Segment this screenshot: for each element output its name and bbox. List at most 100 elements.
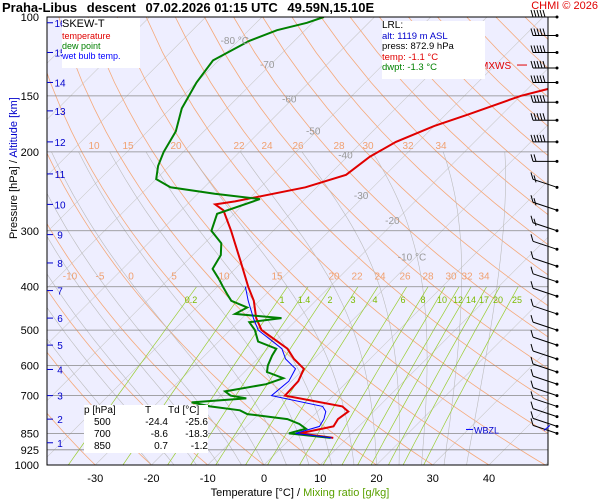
mixing-ratio-label: 4	[372, 295, 377, 305]
mixing-ratio-label: 17	[479, 295, 489, 305]
mixing-ratio-label: 6	[400, 295, 405, 305]
lrl-pressure: press: 872.9 hPa	[382, 41, 454, 52]
pressure-tick-label: 300	[21, 226, 39, 238]
wind-barb-feather	[530, 95, 534, 103]
summary-cell: -8.6	[150, 429, 168, 440]
dry-adiabat-line	[320, 17, 548, 246]
wind-barb-feather	[533, 75, 537, 83]
wind-barb-feather	[530, 391, 534, 399]
summary-header-pressure: p [hPa]	[84, 405, 116, 416]
wind-barb-feather	[542, 134, 546, 143]
station-coordinates: 49.59N,15.10E	[287, 0, 375, 15]
wind-barb-feather	[533, 28, 537, 36]
wind-barb-feather	[542, 75, 546, 83]
x-tick-label: -10	[200, 473, 216, 485]
summary-cell: -25.6	[185, 417, 208, 428]
wind-barb-feather	[542, 28, 546, 36]
wetbulb-profile	[244, 286, 332, 439]
summary-cell: 850	[94, 441, 111, 452]
y-axis-label-separator: /	[8, 160, 20, 164]
isotherm-line	[47, 17, 431, 402]
wind-barb-shaft	[532, 178, 558, 188]
summary-cell: 700	[94, 429, 111, 440]
isotherm-line	[432, 349, 548, 465]
pressure-tick-label: 1000	[15, 460, 39, 472]
wind-barb-feather	[530, 251, 534, 259]
altitude-tick-label: 11	[55, 170, 66, 181]
dry-adiabat-line	[145, 17, 548, 434]
table-row: 700 -8.6 -18.3	[84, 429, 208, 441]
wind-barb-feather	[530, 298, 534, 307]
wind-barb-feather	[530, 60, 534, 69]
station-name: Praha-Libus	[2, 0, 78, 15]
wind-barb-feather	[539, 113, 543, 121]
wind-barb-feather	[530, 356, 534, 365]
isotherm-line	[320, 236, 548, 465]
wind-barb-feather	[530, 45, 534, 53]
altitude-tick-label: 15	[54, 48, 66, 59]
altitude-tick-label: 6	[57, 314, 63, 325]
theta-label-lower: 15	[271, 271, 283, 282]
legend-title: SKEW-T	[62, 18, 105, 30]
wind-barb-shaft	[532, 257, 558, 267]
wind-barb-shaft	[532, 363, 558, 373]
wind-barb-feather	[530, 401, 534, 409]
wind-barb-feather	[533, 198, 537, 206]
altitude-tick-label: 3	[57, 392, 63, 403]
pressure-tick-label: 100	[21, 12, 39, 24]
theta-label-lower: 30	[445, 271, 457, 282]
wind-barb-shaft	[532, 350, 558, 360]
mixing-ratio-label: 20	[493, 295, 503, 305]
isotherm-line	[207, 124, 548, 465]
wind-barb-shaft	[532, 201, 558, 211]
theta-label-lower: 20	[328, 271, 340, 282]
mixing-ratio-label: 12	[453, 295, 463, 305]
summary-header-dewpoint: Td [°C]	[168, 405, 200, 416]
wind-barb-feather	[530, 418, 534, 426]
x-tick-label: 30	[427, 473, 439, 485]
lrl-altitude: alt: 1119 m ASL	[382, 30, 448, 42]
theta-label-upper: 34	[435, 141, 447, 152]
dry-adiabat-line	[554, 17, 600, 465]
x-axis-label-temperature: Temperature [°C]	[210, 487, 294, 499]
wind-barb-feather	[530, 172, 534, 180]
altitude-tick-label: 4	[57, 365, 63, 376]
wind-barb-feather	[536, 28, 540, 36]
mixing-ratio-label: 14	[466, 295, 476, 305]
altitude-tick-label: 7	[57, 287, 63, 298]
wind-barb-shaft	[532, 387, 558, 397]
pressure-tick-label: 925	[21, 445, 39, 457]
wind-barb-feather	[536, 60, 540, 69]
isotherm-label: -70	[260, 60, 275, 71]
y-axis-label-altitude: Altitude [km]	[8, 97, 20, 158]
wind-barb-feather	[530, 369, 534, 377]
isotherm-label: -30	[354, 191, 369, 202]
isotherm-label: -50	[306, 127, 321, 138]
summary-cell: 0.7	[154, 441, 168, 452]
wind-barb-feather	[536, 45, 540, 53]
isotherm-line	[47, 17, 150, 120]
theta-label-lower: 26	[399, 271, 411, 282]
isotherm-label: -80 °C	[221, 36, 249, 47]
theta-label-lower: 24	[374, 271, 386, 282]
wind-barb-shaft	[532, 240, 558, 250]
x-axis-label: Temperature [°C] / Mixing ratio [g/kg]	[0, 487, 600, 499]
wind-barb-shaft	[532, 321, 558, 331]
wind-barb-feather	[533, 218, 537, 226]
x-tick-label: 40	[483, 473, 495, 485]
wind-barb-feather	[530, 234, 534, 242]
wind-barb-feather	[533, 45, 537, 53]
wind-barb-shaft	[532, 273, 558, 283]
altitude-tick-label: 8	[57, 259, 63, 270]
altitude-tick-label: 13	[54, 107, 66, 118]
summary-table: p [hPa] T Td [°C] 500 -24.4 -25.6 700 -8…	[84, 405, 208, 453]
dry-adiabat-line	[349, 17, 548, 216]
wind-barb-feather	[539, 28, 543, 36]
wind-barb-shaft	[532, 287, 558, 297]
theta-label-upper: 22	[233, 141, 245, 152]
mixing-ratio-label: 8	[420, 295, 425, 305]
summary-cell: -1.2	[190, 441, 208, 452]
pressure-tick-label: 500	[21, 325, 39, 337]
wind-barb-feather	[530, 134, 534, 143]
wind-barb-shaft	[532, 417, 558, 427]
